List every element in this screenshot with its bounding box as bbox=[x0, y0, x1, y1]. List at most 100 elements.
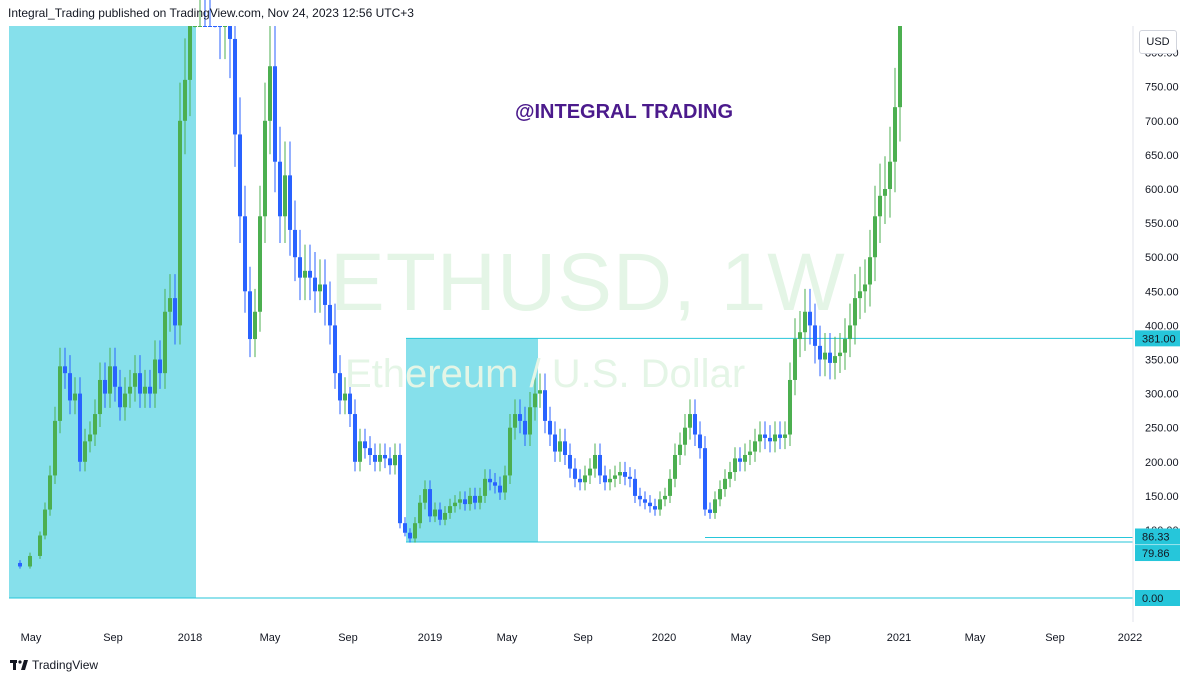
candle-body bbox=[633, 478, 637, 496]
price-tag-bg bbox=[1135, 528, 1180, 545]
candle-body bbox=[588, 468, 592, 476]
candle-body bbox=[883, 189, 887, 196]
candle-body bbox=[288, 175, 292, 230]
candle-body bbox=[753, 441, 757, 452]
candle-body bbox=[58, 366, 62, 421]
candle-body bbox=[378, 454, 382, 462]
candle-body bbox=[183, 79, 187, 121]
candle-body bbox=[528, 407, 532, 435]
candle-body bbox=[43, 509, 47, 536]
candle-body bbox=[118, 386, 122, 408]
candle-body bbox=[863, 284, 867, 292]
tradingview-logo[interactable]: TradingView bbox=[10, 658, 98, 672]
candle-body bbox=[773, 434, 777, 442]
candle-body bbox=[48, 475, 52, 510]
candle-body bbox=[78, 393, 82, 462]
y-tick-label: 650.00 bbox=[1145, 150, 1179, 162]
candle-body bbox=[373, 454, 377, 462]
candle-body bbox=[363, 441, 367, 449]
price-tag-bg bbox=[1135, 545, 1180, 562]
candle-body bbox=[28, 555, 32, 567]
y-tick-label: 550.00 bbox=[1145, 218, 1179, 230]
candle-body bbox=[513, 414, 517, 428]
candle-body bbox=[603, 475, 607, 483]
x-tick-label: 2021 bbox=[887, 632, 911, 644]
candle-body bbox=[328, 304, 332, 326]
candle-body bbox=[553, 434, 557, 452]
candle-body bbox=[243, 216, 247, 292]
candle-body bbox=[563, 441, 567, 455]
x-tick-label: May bbox=[260, 632, 281, 644]
candle-body bbox=[853, 298, 857, 326]
candle-body bbox=[793, 339, 797, 380]
candle-body bbox=[578, 478, 582, 483]
candle-body bbox=[128, 386, 132, 394]
candle-body bbox=[253, 311, 257, 340]
candle-body bbox=[693, 414, 697, 435]
candle-body bbox=[443, 512, 447, 520]
y-tick-label: 700.00 bbox=[1145, 116, 1179, 128]
candle-body bbox=[583, 475, 587, 483]
y-tick-label: 300.00 bbox=[1145, 389, 1179, 401]
x-tick-label: 2022 bbox=[1118, 632, 1142, 644]
x-tick-label: Sep bbox=[103, 632, 123, 644]
candle-body bbox=[653, 506, 657, 510]
y-tick-label: 400.00 bbox=[1145, 320, 1179, 332]
candle-body bbox=[453, 502, 457, 507]
candle-body bbox=[888, 161, 892, 189]
candle-body bbox=[763, 434, 767, 438]
candle-body bbox=[788, 379, 792, 435]
candle-body bbox=[648, 502, 652, 507]
candle-body bbox=[63, 366, 67, 374]
candle-body bbox=[868, 257, 872, 285]
symbol-watermark: ETHUSD, 1W bbox=[330, 237, 846, 328]
candle-body bbox=[258, 216, 262, 312]
candle-body bbox=[353, 414, 357, 462]
candle-body bbox=[493, 482, 497, 486]
currency-button[interactable]: USD bbox=[1139, 30, 1177, 54]
y-tick-label: 200.00 bbox=[1145, 457, 1179, 469]
candle-body bbox=[848, 325, 852, 340]
tradingview-logo-text: TradingView bbox=[32, 658, 99, 672]
candle-body bbox=[778, 434, 782, 438]
candle-body bbox=[558, 441, 562, 452]
candle-body bbox=[368, 448, 372, 455]
candle-body bbox=[348, 393, 352, 415]
candle-body bbox=[273, 66, 277, 162]
description-watermark: Ethereum / U.S. Dollar bbox=[345, 352, 746, 396]
candle-body bbox=[68, 373, 72, 401]
price-tag-label: 0.00 bbox=[1142, 593, 1163, 605]
y-tick-label: 750.00 bbox=[1145, 82, 1179, 94]
candle-body bbox=[203, 26, 207, 27]
candle-body bbox=[88, 434, 92, 442]
x-tick-label: Sep bbox=[338, 632, 358, 644]
candle-body bbox=[523, 420, 527, 435]
candle-body bbox=[463, 499, 467, 505]
candle-body bbox=[708, 509, 712, 513]
candle-body bbox=[858, 291, 862, 299]
candle-body bbox=[783, 434, 787, 438]
x-tick-label: Sep bbox=[811, 632, 831, 644]
candle-body bbox=[38, 535, 42, 556]
price-tag-bg bbox=[1135, 330, 1180, 347]
candle-body bbox=[163, 311, 167, 374]
candle-body bbox=[398, 454, 402, 524]
candle-body bbox=[123, 393, 127, 408]
candle-body bbox=[658, 499, 662, 510]
candle-body bbox=[198, 26, 202, 27]
candle-body bbox=[743, 454, 747, 462]
y-tick-label: 450.00 bbox=[1145, 286, 1179, 298]
candle-body bbox=[688, 414, 692, 428]
candle-body bbox=[613, 475, 617, 479]
candle-body bbox=[238, 134, 242, 217]
candle-body bbox=[313, 277, 317, 292]
candle-body bbox=[593, 454, 597, 469]
candle-body bbox=[428, 489, 432, 517]
candle-body bbox=[473, 495, 477, 503]
candle-body bbox=[628, 476, 632, 479]
candle-body bbox=[138, 373, 142, 394]
x-tick-label: May bbox=[21, 632, 42, 644]
tradingview-logo-icon bbox=[10, 660, 28, 670]
candle-body bbox=[548, 420, 552, 435]
